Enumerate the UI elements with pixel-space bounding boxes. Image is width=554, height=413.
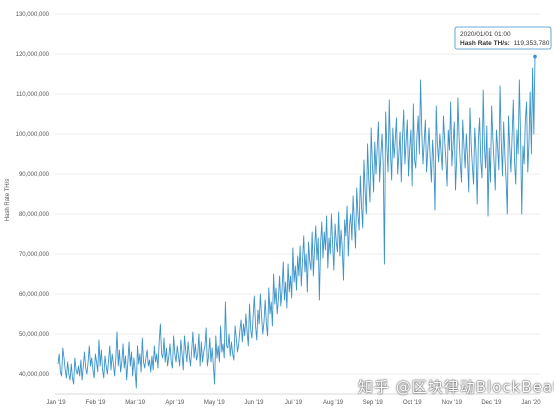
x-tick-label: Oct '19 [403,400,422,406]
y-tick-label: 90,000,000 [19,172,50,178]
grid-lines [55,13,540,395]
x-tick-label: Feb '19 [86,400,106,406]
tooltip-value: 119,353,780 [514,40,550,47]
x-tick-label: Dec '19 [481,400,502,406]
y-tick-label: 110,000,000 [16,92,50,98]
x-tick-label: Nov '19 [442,400,463,406]
x-tick-label: Jan '20 [521,400,541,406]
watermark: 知乎 @区块律动BlockBeats [358,378,554,396]
x-tick-label: Mar '19 [125,400,145,406]
tooltip-date: 2020/01/01 01:00 [460,31,511,38]
tooltip-value-line: Hash Rate TH/s: 119,353,780 [460,40,550,47]
tooltip-series-name: Hash Rate TH/s: [460,40,510,47]
hover-point-marker [533,54,537,59]
x-tick-label: Apr '19 [165,400,184,406]
y-tick-label: 60,000,000 [19,292,50,298]
series-line-hash-rate [57,56,536,389]
y-axis-ticks: 40,000,000 50,000,000 60,000,000 70,000,000… [16,12,50,378]
x-tick-label: Jun '19 [244,400,264,406]
x-tick-label: May '19 [204,400,225,406]
x-axis-ticks: Jan '19 Feb '19 Mar '19 Apr '19 May '19 Jun '… [46,400,541,406]
y-tick-label: 80,000,000 [19,212,50,218]
tooltip: 2020/01/01 01:00 Hash Rate TH/s: 119,353… [454,26,552,50]
x-tick-label: Jul '19 [285,400,303,406]
y-tick-label: 100,000,000 [16,132,50,138]
y-tick-label: 50,000,000 [19,332,50,338]
y-tick-label: 120,000,000 [16,52,50,58]
x-tick-label: Sep '19 [363,400,384,406]
y-axis-label: Hash Rate TH/s [5,179,11,222]
y-tick-label: 130,000,000 [16,12,50,18]
tooltip-box [454,26,552,50]
y-tick-label: 40,000,000 [19,372,50,378]
x-tick-label: Aug '19 [323,400,344,406]
y-tick-label: 70,000,000 [19,252,50,258]
x-tick-label: Jan '19 [46,400,66,406]
